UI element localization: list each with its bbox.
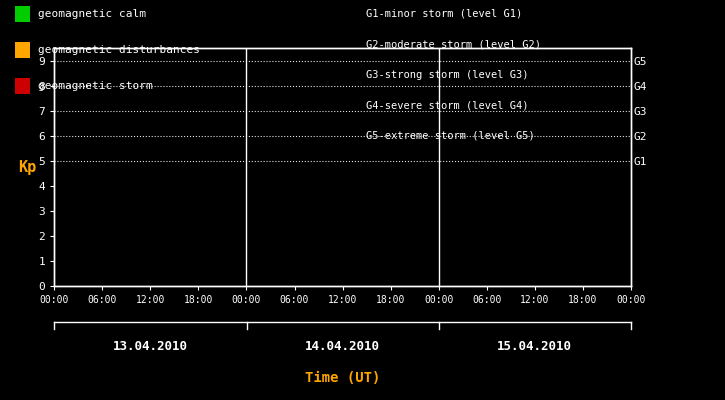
Text: G4-severe storm (level G4): G4-severe storm (level G4) <box>366 100 529 110</box>
Text: G1-minor storm (level G1): G1-minor storm (level G1) <box>366 9 523 19</box>
Text: geomagnetic storm: geomagnetic storm <box>38 81 152 91</box>
Text: G2-moderate storm (level G2): G2-moderate storm (level G2) <box>366 39 541 49</box>
Text: geomagnetic disturbances: geomagnetic disturbances <box>38 45 199 55</box>
Text: Time (UT): Time (UT) <box>305 371 380 385</box>
Y-axis label: Kp: Kp <box>18 160 36 174</box>
Text: G5-extreme storm (level G5): G5-extreme storm (level G5) <box>366 130 535 140</box>
Text: 13.04.2010: 13.04.2010 <box>113 340 188 352</box>
Text: G3-strong storm (level G3): G3-strong storm (level G3) <box>366 70 529 80</box>
Text: geomagnetic calm: geomagnetic calm <box>38 9 146 19</box>
Text: 15.04.2010: 15.04.2010 <box>497 340 572 352</box>
Text: 14.04.2010: 14.04.2010 <box>305 340 380 352</box>
